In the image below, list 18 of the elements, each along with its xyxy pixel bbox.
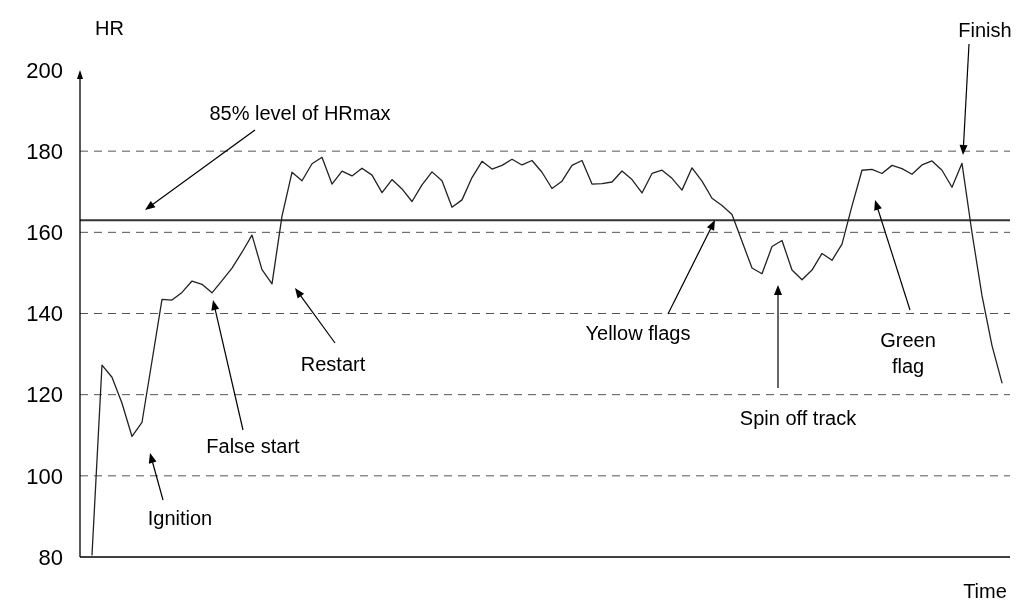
annotation: Green flag (880, 329, 936, 377)
annotation: 85% level of HRmax (209, 102, 391, 124)
y-tick-label: 120 (26, 382, 63, 408)
y-tick-label: 180 (26, 138, 63, 164)
y-tick-label: 160 (26, 220, 63, 246)
y-tick-label: 80 (38, 544, 63, 570)
line-series (91, 156, 1003, 556)
annotation: Ignition (147, 507, 213, 529)
annotation: Restart (300, 353, 366, 375)
annotation: Yellow flags (585, 322, 691, 344)
y-tick-label: 140 (26, 301, 63, 327)
annotation: False start (206, 435, 301, 457)
x-axis-title: Time (963, 580, 1007, 602)
y-tick-label: 100 (26, 463, 63, 489)
annotation: Spin off track (739, 407, 858, 429)
text: Finish (958, 19, 1012, 41)
y-tick-label: 200 (26, 57, 63, 83)
y-axis-title: HR (95, 17, 124, 39)
